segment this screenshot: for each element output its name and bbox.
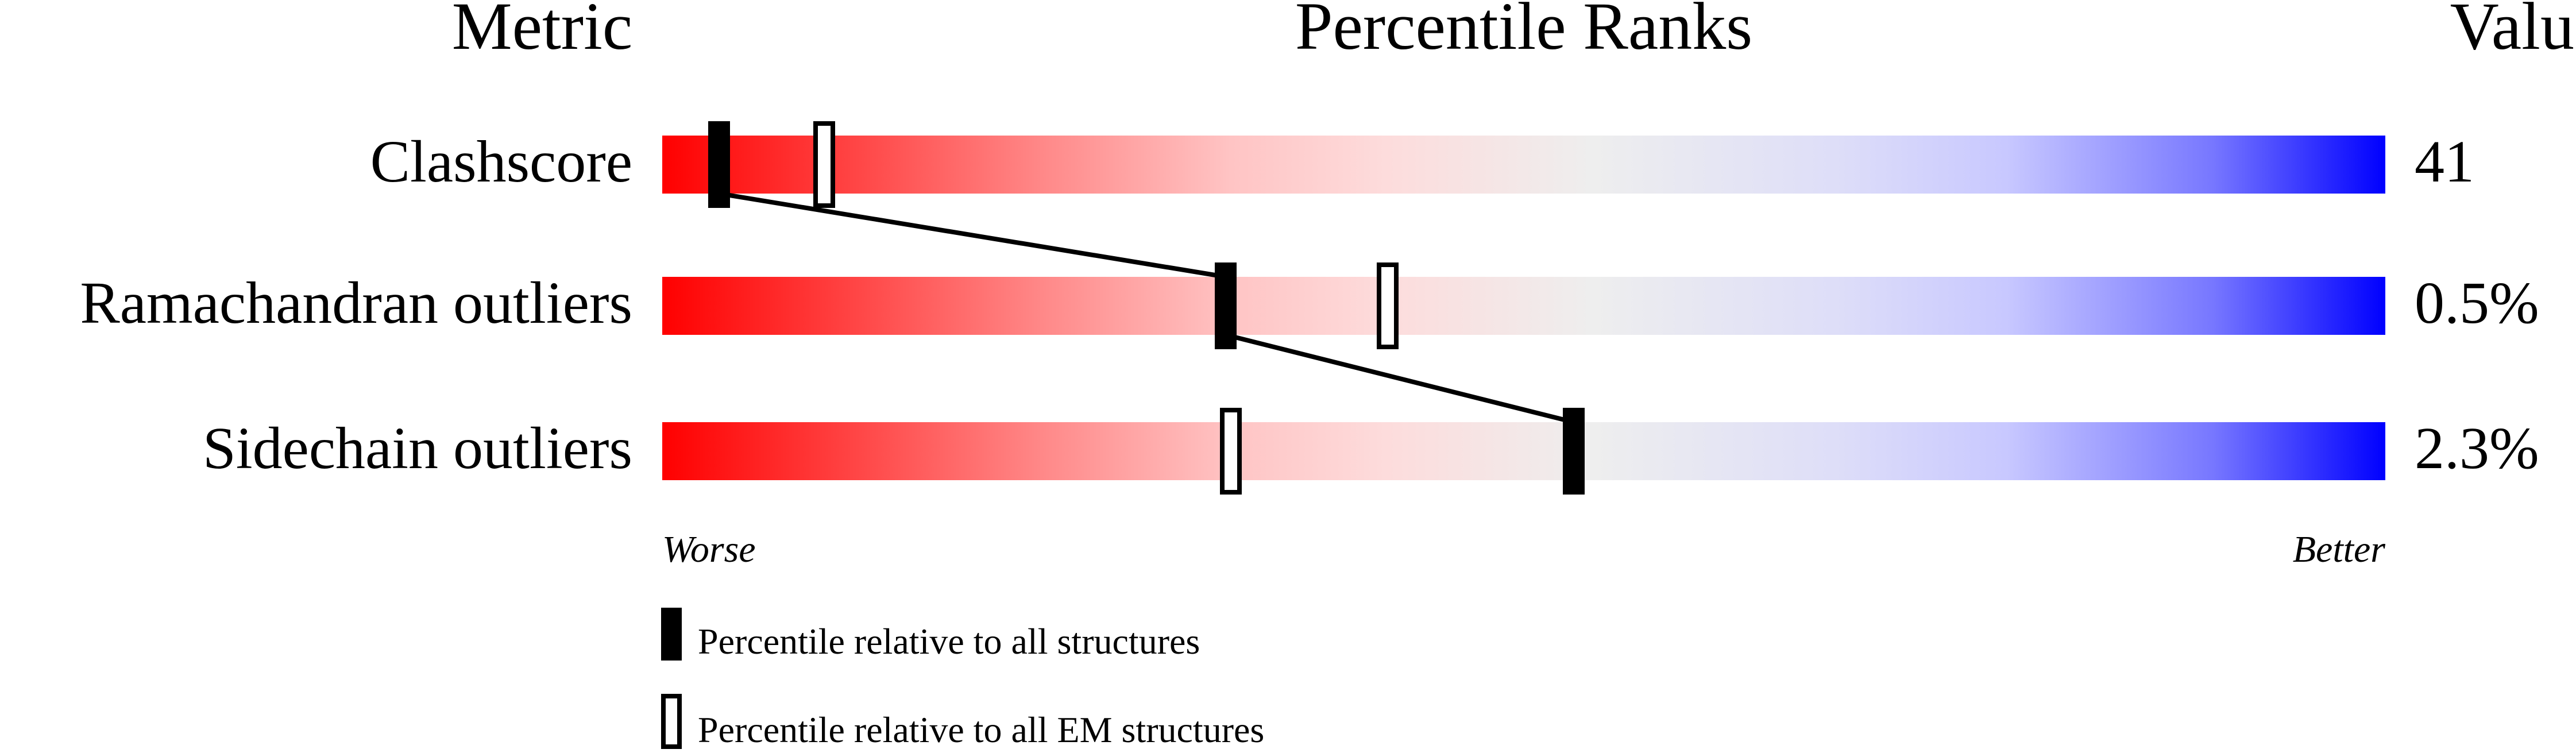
percentile-bar: [662, 277, 2385, 335]
all-percentile-marker: [1563, 408, 1585, 495]
all-percentile-marker: [708, 121, 730, 208]
metric-label: Sidechain outliers: [203, 415, 632, 481]
connector-line: [1225, 333, 1574, 424]
axis-worse-label: Worse: [662, 528, 756, 570]
em-percentile-marker: [1377, 262, 1399, 349]
connector-line: [719, 191, 1226, 279]
metric-value: 0.5%: [2415, 270, 2539, 336]
axis-better-label: Better: [2293, 528, 2386, 570]
header-value: Value: [2450, 0, 2576, 64]
all-percentile-marker: [1215, 262, 1237, 349]
metric-value: 2.3%: [2415, 415, 2539, 481]
percentile-bar: [662, 136, 2385, 194]
em-percentile-marker: [1220, 408, 1242, 495]
metric-label: Ramachandran outliers: [80, 270, 632, 336]
legend-all-label: Percentile relative to all structures: [698, 621, 1200, 662]
percentile-bar: [662, 422, 2385, 480]
header-percentile: Percentile Ranks: [1295, 0, 1752, 64]
header-metric: Metric: [452, 0, 633, 64]
legend-em-label: Percentile relative to all EM structures: [698, 709, 1264, 750]
metric-label: Clashscore: [370, 129, 632, 195]
metric-value: 41: [2415, 129, 2474, 195]
em-percentile-marker: [813, 121, 835, 208]
legend-em-marker: [661, 694, 682, 749]
legend-all-marker: [661, 608, 682, 661]
